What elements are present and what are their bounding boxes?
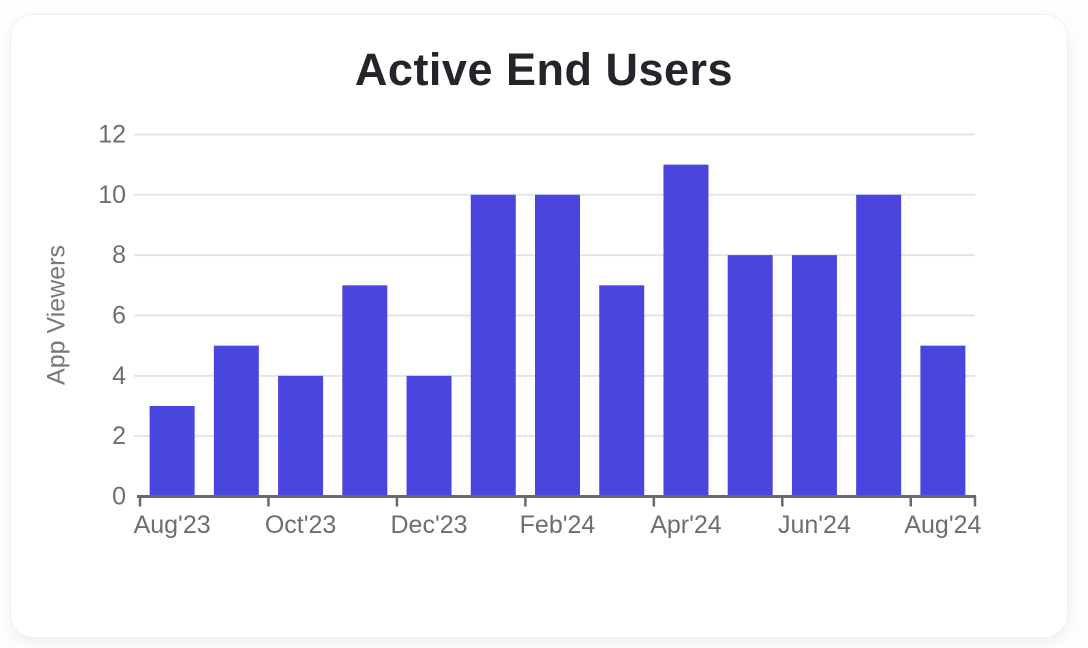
y-tick-label: 10 — [98, 181, 126, 209]
bar-May'24 — [727, 255, 773, 497]
x-tick-label: Apr'24 — [650, 511, 722, 539]
bar-Nov'23 — [342, 285, 388, 497]
bar-Oct'23 — [278, 375, 324, 497]
y-tick-label: 12 — [98, 120, 126, 148]
bar-Mar'24 — [599, 285, 645, 497]
tick-labels-layer: 0 2 4 6 8 10 12 Aug'23 Oct'23 Dec'23 Feb'24 Apr'24 J… — [98, 120, 981, 539]
axes-layer — [137, 495, 977, 507]
x-tick-label: Aug'23 — [134, 511, 211, 539]
bar-Jun'24 — [791, 255, 837, 497]
y-tick-label: 4 — [112, 362, 126, 390]
bar-Dec'23 — [406, 375, 452, 497]
x-tick-label: Jun'24 — [778, 511, 851, 539]
bar-Apr'24 — [663, 164, 709, 497]
x-tick-label: Oct'23 — [265, 511, 336, 539]
x-tick-label: Aug'24 — [904, 511, 981, 539]
bar-Jan'24 — [470, 194, 516, 497]
bar-Feb'24 — [535, 194, 580, 497]
y-tick-label: 0 — [112, 483, 126, 511]
x-tick-label: Dec'23 — [391, 511, 468, 539]
y-tick-label: 6 — [112, 301, 126, 329]
x-tick-label: Feb'24 — [520, 511, 596, 539]
bars-layer — [149, 164, 966, 497]
y-tick-label: 2 — [112, 422, 126, 450]
bar-Aug'24 — [920, 345, 966, 497]
chart-title: Active End Users — [354, 44, 734, 95]
bar-Jul'24 — [856, 194, 902, 497]
y-tick-label: 8 — [112, 241, 126, 269]
bar-Sep'23 — [213, 345, 259, 497]
bar-Aug'23 — [149, 405, 195, 497]
